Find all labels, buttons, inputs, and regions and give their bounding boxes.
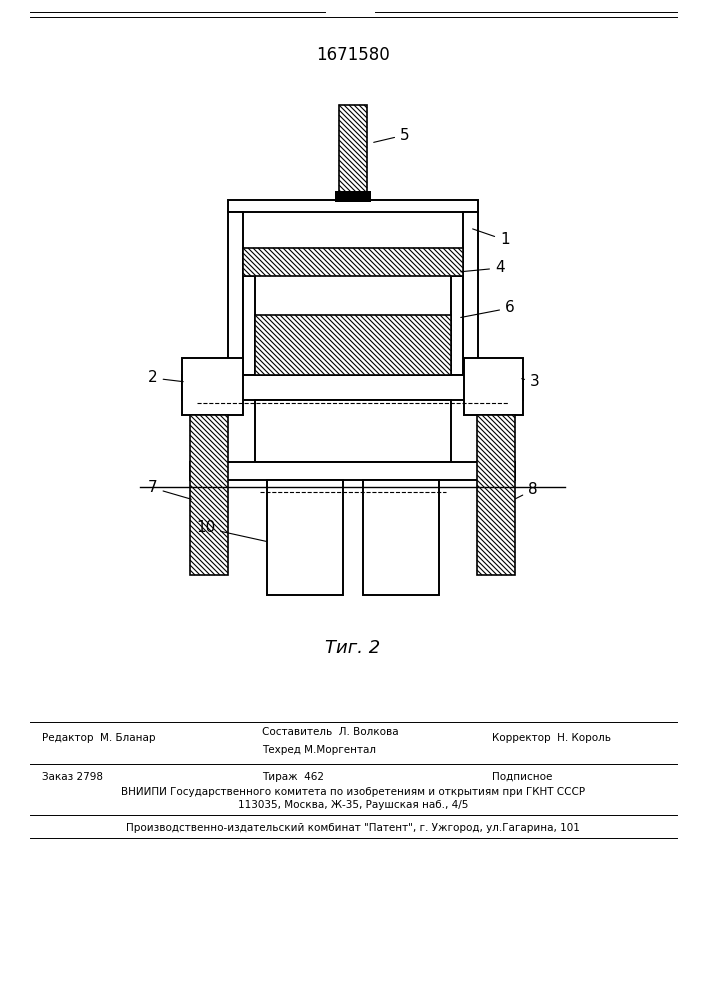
Text: Подписное: Подписное	[492, 772, 552, 782]
Text: 1: 1	[472, 229, 510, 247]
Text: Корректор  Н. Король: Корректор Н. Король	[492, 733, 611, 743]
Bar	[267, 480, 343, 595]
Text: 10: 10	[196, 520, 267, 541]
Text: Τиг. 2: Τиг. 2	[325, 639, 380, 657]
Text: 7: 7	[148, 481, 192, 499]
Bar	[228, 200, 478, 212]
Bar	[464, 358, 523, 415]
Bar	[463, 212, 478, 375]
Bar	[182, 375, 523, 400]
Text: 3: 3	[522, 374, 539, 389]
Text: 1671580: 1671580	[316, 46, 390, 64]
Text: ВНИИПИ Государственного комитета по изобретениям и открытиям при ГКНТ СССР: ВНИИПИ Государственного комитета по изоб…	[121, 787, 585, 797]
Text: 113035, Москва, Ж-35, Раушская наб., 4/5: 113035, Москва, Ж-35, Раушская наб., 4/5	[238, 800, 468, 810]
Bar	[228, 212, 243, 375]
Text: 8: 8	[515, 483, 537, 499]
Text: Заказ 2798: Заказ 2798	[42, 772, 103, 782]
Bar	[190, 462, 515, 480]
Bar	[255, 315, 451, 375]
Bar	[243, 248, 463, 276]
Text: 6: 6	[461, 300, 515, 317]
Text: 2: 2	[148, 370, 183, 385]
Bar	[335, 191, 371, 202]
Text: Техред М.Моргентал: Техред М.Моргентал	[262, 745, 376, 755]
Bar	[255, 400, 451, 462]
Text: Производственно-издательский комбинат "Патент", г. Ужгород, ул.Гагарина, 101: Производственно-издательский комбинат "П…	[126, 823, 580, 833]
Text: Составитель  Л. Волкова: Составитель Л. Волкова	[262, 727, 399, 737]
Text: 5: 5	[374, 127, 409, 142]
Bar	[363, 480, 439, 595]
Bar	[243, 276, 255, 375]
Text: Редактор  М. Бланар: Редактор М. Бланар	[42, 733, 156, 743]
Bar	[182, 358, 243, 415]
Bar	[339, 105, 367, 200]
Bar	[190, 415, 228, 575]
Bar	[451, 276, 463, 375]
Text: Тираж  462: Тираж 462	[262, 772, 324, 782]
Text: 4: 4	[461, 260, 505, 275]
Bar	[477, 415, 515, 575]
